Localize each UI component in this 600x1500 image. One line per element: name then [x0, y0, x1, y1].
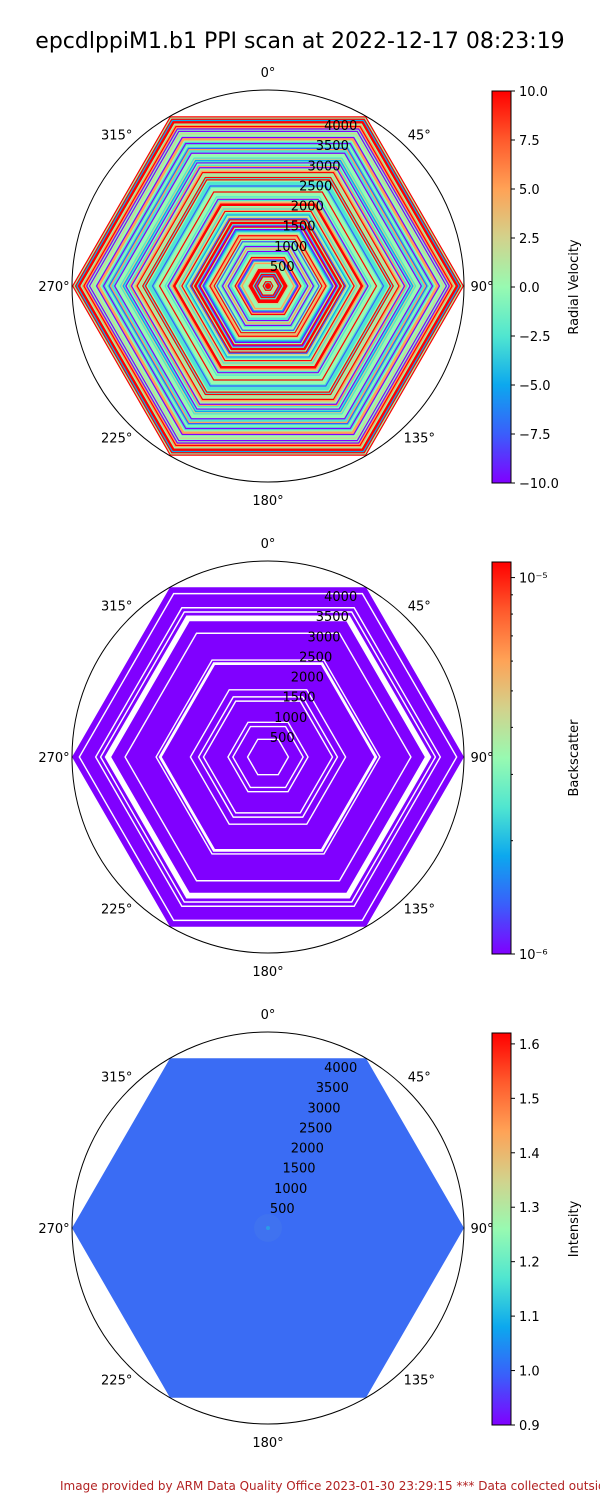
range-tick-label: 4000	[324, 590, 357, 605]
range-tick-label: 1000	[274, 711, 307, 726]
polar-panel-3: 0° 45° 90° 135° 180° 225° 270° 315° 500 1000 1500 2…	[38, 1008, 582, 1451]
colorbar: 1.6 1.5 1.4 1.3 1.2 1.1 1.0 0.9 Intensity	[491, 1032, 582, 1434]
footer-note: Image provided by ARM Data Quality Offic…	[60, 1479, 600, 1493]
range-tick-label: 500	[270, 260, 295, 275]
range-tick-label: 1500	[282, 1162, 315, 1177]
data-field	[72, 1058, 464, 1398]
colorbar-tick-label: 1.0	[519, 1365, 540, 1380]
range-tick-label: 1500	[282, 220, 315, 235]
data-field	[72, 587, 464, 927]
colorbar-gradient	[491, 1032, 512, 1426]
colorbar-tick-label: 1.2	[519, 1256, 540, 1271]
range-tick-label: 2500	[299, 1121, 332, 1136]
colorbar-tick-label: 1.4	[519, 1147, 540, 1162]
colorbar-label: Backscatter	[567, 719, 582, 797]
angle-tick-label: 45°	[408, 129, 431, 144]
angle-tick-label: 135°	[404, 431, 435, 446]
center-point	[266, 1226, 270, 1230]
colorbar-label: Radial Velocity	[567, 239, 582, 335]
colorbar-tick-label: 1.1	[519, 1310, 540, 1325]
range-tick-label: 500	[270, 731, 295, 746]
range-tick-label: 3000	[307, 159, 340, 174]
angle-tick-label: 315°	[101, 129, 132, 144]
range-tick-label: 2000	[291, 671, 324, 686]
range-tick-label: 2000	[291, 1142, 324, 1157]
range-tick-label: 3500	[316, 1081, 349, 1096]
angle-tick-label: 225°	[101, 431, 132, 446]
polar-panel-2: 0° 45° 90° 135° 180° 225° 270° 315° 500 1000 1500 2…	[38, 537, 582, 980]
range-tick-label: 500	[270, 1202, 295, 1217]
range-tick-label: 1000	[274, 240, 307, 255]
colorbar: 10⁻⁵ 10⁻⁶ Backscatter	[491, 561, 582, 963]
range-tick-label: 1000	[274, 1182, 307, 1197]
colorbar-tick-label: 10.0	[519, 85, 548, 100]
angle-tick-label: 90°	[470, 280, 493, 295]
colorbar-tick-label: −2.5	[519, 330, 551, 345]
angle-tick-label: 315°	[101, 600, 132, 615]
colorbar-tick-label: 1.3	[519, 1201, 540, 1216]
colorbar-tick-label: 2.5	[519, 232, 540, 247]
angle-tick-label: 135°	[404, 1373, 435, 1388]
range-tick-label: 4000	[324, 1061, 357, 1076]
range-tick-label: 1500	[282, 691, 315, 706]
data-field	[72, 116, 464, 456]
polar-frame	[71, 1031, 465, 1425]
page-title: epcdlppiM1.b1 PPI scan at 2022-12-17 08:…	[35, 29, 564, 54]
range-tick-label: 3000	[307, 1101, 340, 1116]
range-tick-label: 2000	[291, 200, 324, 215]
colorbar-gradient	[491, 561, 512, 955]
range-tick-label: 3000	[307, 630, 340, 645]
colorbar-tick-label: 0.0	[519, 281, 540, 296]
colorbar-tick-label: 1.5	[519, 1092, 540, 1107]
colorbar-tick-label: 10⁻⁶	[519, 948, 548, 963]
colorbar-tick-label: −10.0	[519, 477, 559, 492]
range-tick-label: 2500	[299, 179, 332, 194]
angle-tick-label: 225°	[101, 902, 132, 917]
angle-tick-label: 135°	[404, 902, 435, 917]
angle-tick-label: 0°	[261, 537, 276, 552]
range-tick-label: 2500	[299, 650, 332, 665]
colorbar-tick-label: 10⁻⁵	[519, 572, 548, 587]
colorbar-tick-label: 1.6	[519, 1038, 540, 1053]
colorbar-gradient	[491, 90, 512, 484]
colorbar-tick-label: −7.5	[519, 428, 551, 443]
angle-tick-label: 90°	[470, 1222, 493, 1237]
angle-tick-label: 45°	[408, 1071, 431, 1086]
angle-tick-label: 0°	[261, 1008, 276, 1023]
angle-tick-label: 270°	[38, 280, 69, 295]
polar-panel-1: 0° 45° 90° 135° 180° 225° 270° 315° 500 1000 1500 2…	[38, 66, 582, 509]
colorbar: 10.0 7.5 5.0 2.5 0.0 −2.5 −5.0 −7.5 −10.0 Radial …	[491, 85, 582, 492]
polar-frame	[71, 560, 465, 954]
colorbar-label: Intensity	[567, 1200, 582, 1257]
angle-tick-label: 315°	[101, 1071, 132, 1086]
colorbar-tick-label: 5.0	[519, 183, 540, 198]
angle-tick-label: 270°	[38, 751, 69, 766]
angle-tick-label: 90°	[470, 751, 493, 766]
angle-tick-label: 225°	[101, 1373, 132, 1388]
colorbar-tick-label: 7.5	[519, 134, 540, 149]
angle-tick-label: 180°	[252, 965, 283, 980]
angle-tick-label: 0°	[261, 66, 276, 81]
angle-tick-label: 270°	[38, 1222, 69, 1237]
backscatter-ring	[266, 755, 270, 759]
range-tick-label: 4000	[324, 119, 357, 134]
center-point	[265, 283, 271, 289]
colorbar-tick-label: −5.0	[519, 379, 551, 394]
range-tick-label: 3500	[316, 139, 349, 154]
angle-tick-label: 180°	[252, 494, 283, 509]
angle-tick-label: 180°	[252, 1436, 283, 1451]
range-tick-label: 3500	[316, 610, 349, 625]
colorbar-tick-label: 0.9	[519, 1419, 540, 1434]
polar-frame	[71, 89, 465, 483]
angle-tick-label: 45°	[408, 600, 431, 615]
